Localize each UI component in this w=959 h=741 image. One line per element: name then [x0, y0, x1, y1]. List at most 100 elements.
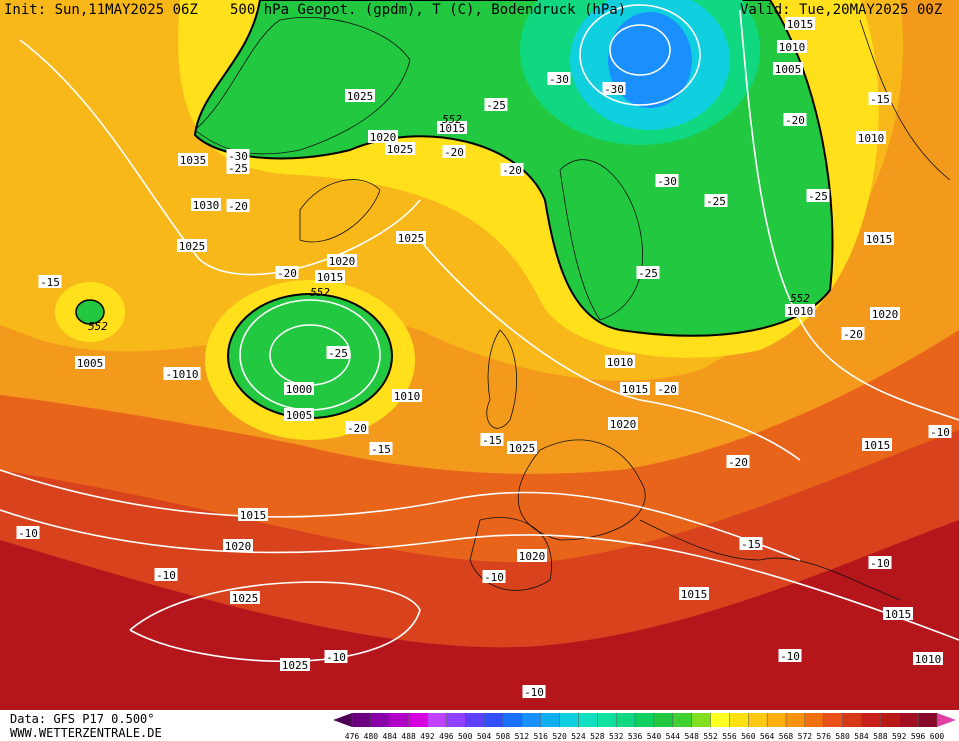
colorbar-label: 556: [722, 732, 737, 741]
label-box: [226, 161, 250, 174]
isobar-label: -20: [502, 164, 522, 177]
label-box: [507, 441, 537, 454]
label-box: [280, 658, 310, 671]
isobar-label: 1030: [193, 199, 220, 212]
colorbar-label: 532: [609, 732, 624, 741]
label-box: [327, 254, 357, 267]
label-box: [163, 367, 201, 380]
colorbar-swatch: [484, 713, 503, 727]
isobar-label: 1015: [787, 18, 814, 31]
label-box: [392, 389, 422, 402]
isobar-label: -10: [326, 651, 346, 664]
isobar-label: 1010: [607, 356, 634, 369]
colorbar-arrow: [333, 713, 352, 727]
isobar-label: -30: [604, 83, 624, 96]
label-box: [480, 433, 504, 446]
colorbar-label: 516: [533, 732, 548, 741]
colorbar-label: 476: [345, 732, 360, 741]
colorbar-label: 580: [835, 732, 850, 741]
colorbar-label: 496: [439, 732, 454, 741]
colorbar-swatch: [502, 713, 522, 727]
isobar-label: 1010: [858, 132, 885, 145]
colorbar-swatch: [842, 713, 862, 727]
colorbar-swatch: [653, 713, 673, 727]
isobar-label: 1035: [180, 154, 207, 167]
label-box: [785, 17, 815, 30]
isobar-label: 1025: [509, 442, 536, 455]
isobar-label: 1015: [622, 383, 649, 396]
label-box: [783, 113, 807, 126]
colorbar-swatch: [616, 713, 636, 727]
label-box: [223, 539, 253, 552]
colorbar-swatch: [597, 713, 617, 727]
isobar-label: -10: [870, 557, 890, 570]
label-box: [369, 442, 393, 455]
isobar-label: 1015: [240, 509, 267, 522]
isobar-label: -20: [444, 146, 464, 159]
colorbar-label: 592: [892, 732, 907, 741]
colorbar-label: 560: [741, 732, 756, 741]
isobar-label: 1015: [885, 608, 912, 621]
label-box: [517, 549, 547, 562]
label-box: [177, 239, 207, 252]
isobar-label: 1020: [329, 255, 356, 268]
valid-time: Valid: Tue,20MAY2025 00Z: [740, 2, 942, 18]
label-box: [608, 417, 638, 430]
label-box: [928, 425, 952, 438]
isobar-label: 1015: [866, 233, 893, 246]
isobars: [0, 4, 959, 663]
colorbar-label: 520: [552, 732, 567, 741]
colorbar-label: 492: [420, 732, 435, 741]
label-box: [154, 568, 178, 581]
label-box: [679, 587, 709, 600]
label-box: [636, 266, 660, 279]
colorbar-label: 576: [817, 732, 832, 741]
colorbar-swatch: [767, 713, 787, 727]
colorbar-label: 548: [684, 732, 699, 741]
label-box: [484, 98, 508, 111]
label-box: [324, 650, 348, 663]
data-source: Data: GFS P17 0.500°: [10, 712, 155, 726]
label-box: [620, 382, 650, 395]
label-box: [913, 652, 943, 665]
label-box: [785, 304, 815, 317]
colorbar-swatch: [370, 713, 390, 727]
label-box: [777, 40, 807, 53]
label-box: [522, 685, 546, 698]
colorbar-label: 584: [854, 732, 869, 741]
colorbar-swatch: [578, 713, 598, 727]
label-box: [806, 189, 830, 202]
colorbar-label: 528: [590, 732, 605, 741]
contour-label: 552: [442, 113, 462, 126]
colorbar-swatch: [352, 713, 371, 727]
colorbar-swatch: [408, 713, 428, 727]
isobar-label: 1015: [864, 439, 891, 452]
isobar-label: 1020: [610, 418, 637, 431]
isobar-label: -20: [228, 200, 248, 213]
label-box: [230, 591, 260, 604]
contour-label: 552: [88, 320, 108, 333]
isobar-label: -30: [657, 175, 677, 188]
label-box: [883, 607, 913, 620]
label-box: [178, 153, 208, 166]
isobar-label: -25: [706, 195, 726, 208]
isobar-label: -10: [156, 569, 176, 582]
isobar-label: 1015: [317, 271, 344, 284]
label-box: [284, 382, 314, 395]
label-box: [226, 149, 250, 162]
isobar-label: 1015: [681, 588, 708, 601]
label-box: [326, 346, 350, 359]
isobar-label: -15: [482, 434, 502, 447]
label-box: [38, 275, 62, 288]
colorbar-swatch: [465, 713, 485, 727]
label-box: [655, 382, 679, 395]
isobar-label: 1020: [872, 308, 899, 321]
colorbar-label: 508: [496, 732, 511, 741]
label-box: [482, 570, 506, 583]
isobar-label: -25: [808, 190, 828, 203]
isobar-label: 1025: [398, 232, 425, 245]
isobar-label: -20: [347, 422, 367, 435]
contour-label: 552: [310, 286, 330, 299]
